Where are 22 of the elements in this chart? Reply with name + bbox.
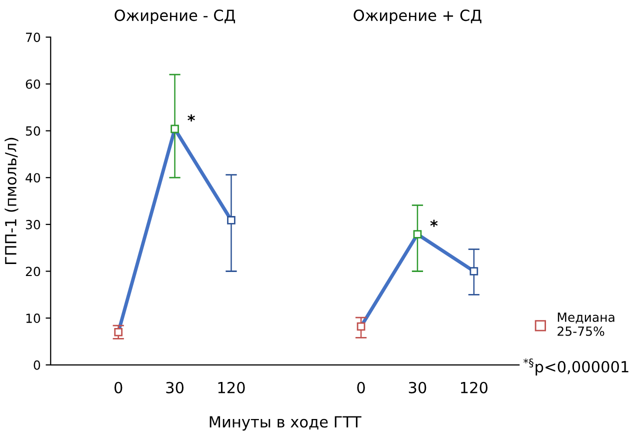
y-tick-label: 0 <box>34 360 40 370</box>
x-tick-label: 120 <box>461 382 488 394</box>
y-tick-label: 20 <box>26 266 40 276</box>
data-label: * <box>430 220 438 227</box>
x-tick-label: 0 <box>357 382 365 394</box>
text: Ожирение - СД <box>114 10 236 24</box>
y-tick-label: 60 <box>26 79 40 89</box>
text: $^{*§}$p<0,000001 <box>524 358 628 376</box>
y-tick-label: 70 <box>26 32 40 42</box>
y-tick-label: 10 <box>26 314 40 323</box>
x-axis-title: Минуты в ходе ГТТ <box>210 416 362 431</box>
y-tick-label: 30 <box>26 220 40 230</box>
x-tick-label: 30 <box>166 382 184 394</box>
y-tick-label: 50 <box>26 126 40 136</box>
y-axis-title: ГПП-1 (пмоль/л) <box>4 138 18 264</box>
x-tick-label: 30 <box>408 382 426 394</box>
x-tick-label: 0 <box>114 382 122 394</box>
y-tick-label: 40 <box>26 173 40 183</box>
data-label: * <box>188 114 195 122</box>
legend-label: Медиана 25-75% <box>558 312 614 336</box>
text: Ожирение + СД <box>354 10 482 24</box>
x-tick-label: 120 <box>218 382 245 394</box>
